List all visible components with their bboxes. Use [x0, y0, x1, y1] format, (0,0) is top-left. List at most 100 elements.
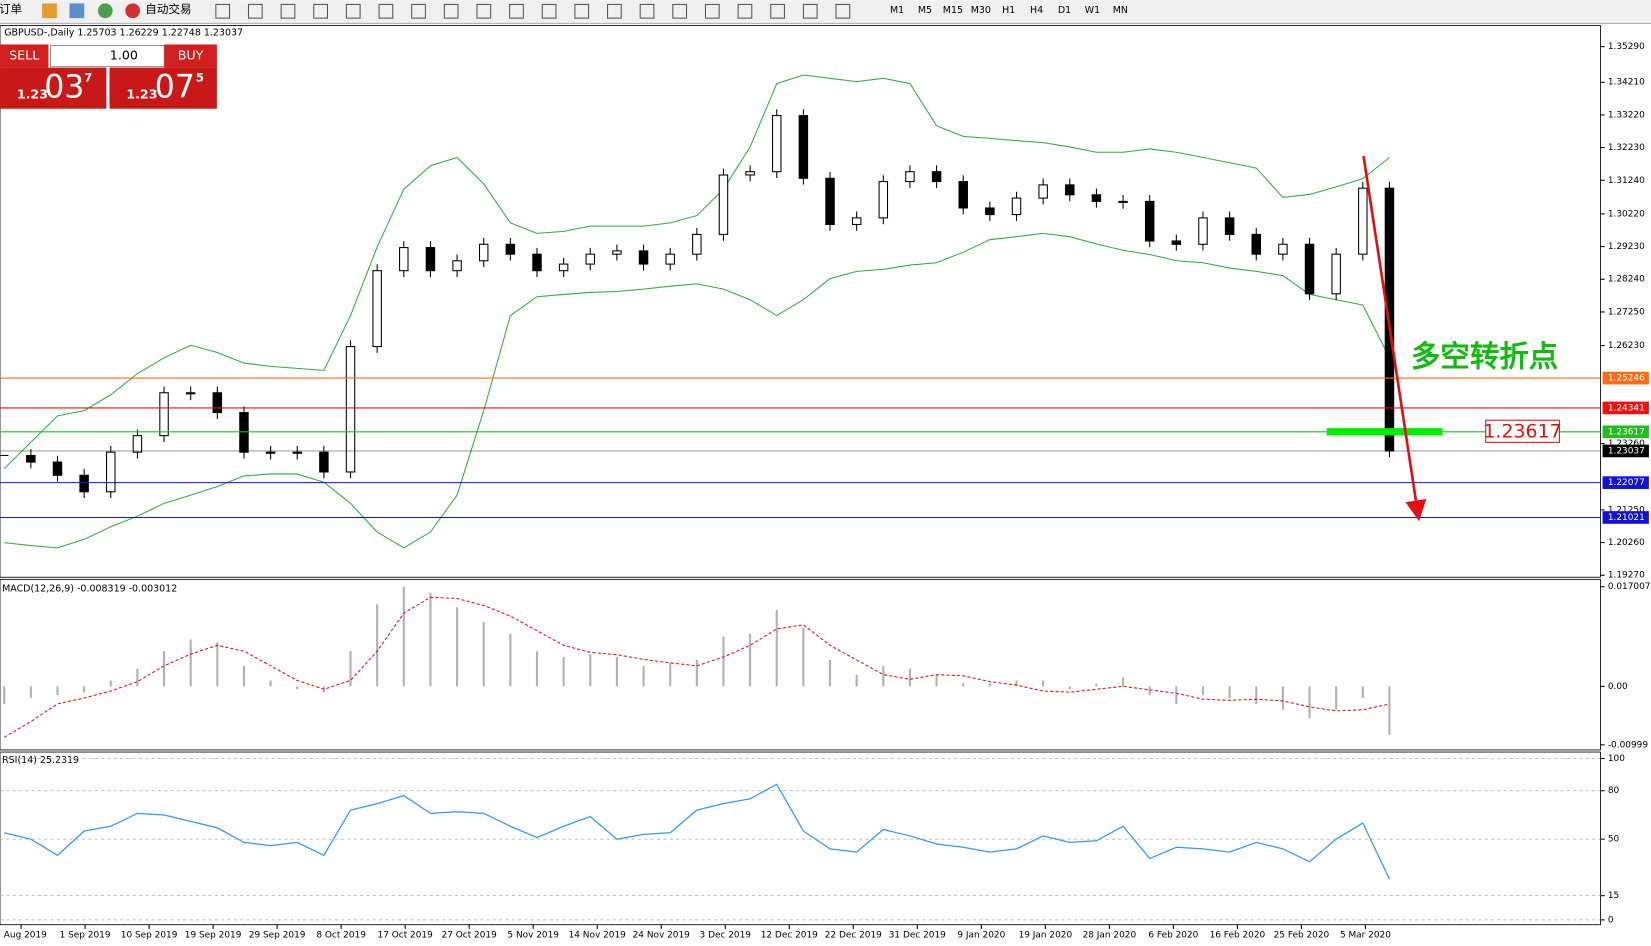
tool-icon[interactable] — [476, 3, 492, 19]
lower-band — [4, 232, 1390, 549]
candle — [345, 346, 356, 473]
macd-bar — [669, 662, 672, 687]
new-order-button[interactable]: 新订单 — [0, 2, 22, 16]
tool-icon[interactable] — [378, 3, 394, 19]
tool-icon[interactable] — [345, 3, 361, 19]
level-tag — [1602, 371, 1649, 385]
tool-icon[interactable] — [280, 3, 296, 19]
tool-icon[interactable] — [215, 3, 231, 19]
tool-icon[interactable] — [639, 3, 655, 19]
macd-bar — [429, 592, 432, 687]
macd-panel — [0, 578, 1601, 751]
timeframe-button[interactable]: H1 — [1002, 5, 1015, 16]
timeframe-button[interactable]: D1 — [1058, 5, 1071, 16]
drawing-tools — [215, 3, 851, 19]
level-label: 1.25246 — [1608, 374, 1645, 384]
tool-icon[interactable] — [607, 3, 622, 19]
macd-bar — [1281, 686, 1284, 710]
macd-bar — [1095, 683, 1098, 687]
macd-bar — [775, 610, 778, 687]
macd-bar — [456, 607, 459, 687]
icon[interactable] — [42, 3, 57, 19]
icon[interactable] — [125, 3, 141, 19]
tool-icon[interactable] — [509, 3, 524, 19]
candle — [265, 451, 276, 454]
candle — [745, 171, 755, 176]
candle — [985, 207, 995, 216]
timeframe-button[interactable]: MN — [1113, 5, 1128, 16]
macd-bar — [29, 686, 32, 699]
x-tick-label: 6 Feb 2020 — [1148, 931, 1198, 941]
buy-label[interactable]: BUY — [178, 48, 204, 63]
upper-band — [3, 74, 1390, 470]
buy-button[interactable] — [164, 44, 217, 68]
lots-field[interactable] — [50, 44, 165, 68]
candle — [585, 253, 596, 265]
candle — [825, 177, 835, 226]
x-tick-label: 3 Dec 2019 — [700, 931, 752, 941]
timeframe-button[interactable]: M1 — [890, 5, 904, 16]
macd-bar — [642, 665, 645, 687]
sell-button[interactable] — [0, 44, 49, 68]
level-box-label: 1.23617 — [1483, 420, 1561, 442]
candle — [558, 263, 569, 272]
y-tick-label: 1.21250 — [1608, 505, 1645, 515]
y-tick-label: 1.19270 — [1608, 571, 1645, 581]
tool-icon[interactable] — [313, 3, 328, 19]
tool-icon[interactable] — [835, 3, 851, 19]
x-tick-label: 22 Dec 2019 — [825, 931, 882, 941]
tool-icon[interactable] — [411, 3, 426, 19]
macd-bar — [136, 668, 139, 687]
timeframe-button[interactable]: M15 — [943, 5, 963, 16]
timeframe-button[interactable]: M30 — [971, 5, 991, 16]
macd-bar — [1175, 686, 1178, 704]
level-box — [1485, 419, 1560, 443]
icon[interactable] — [97, 3, 113, 19]
macd-bar — [562, 657, 565, 687]
sell-label[interactable]: SELL — [9, 48, 39, 63]
macd-bar — [1122, 677, 1125, 687]
y-tick-label: 1.20260 — [1608, 538, 1645, 548]
auto-trading-button[interactable]: 自动交易 — [145, 2, 191, 16]
level-tag — [1602, 444, 1649, 458]
icon[interactable] — [69, 3, 85, 19]
candle — [1358, 187, 1368, 255]
macd-bar — [1388, 686, 1391, 736]
candle — [1065, 184, 1075, 196]
tool-icon[interactable] — [672, 3, 688, 19]
macd-bar — [376, 604, 379, 687]
bid-box[interactable] — [0, 67, 107, 109]
timeframe-button[interactable]: M5 — [918, 5, 932, 16]
y-tick-label: 1.26230 — [1608, 341, 1645, 351]
timeframe-button[interactable]: W1 — [1085, 5, 1100, 16]
macd-bar — [402, 586, 405, 687]
tool-icon[interactable] — [443, 3, 459, 19]
tool-icon[interactable] — [574, 3, 590, 19]
macd-bar — [589, 654, 592, 687]
timeframe-button[interactable]: H4 — [1030, 5, 1043, 16]
y-tick-label: 0 — [1608, 915, 1614, 925]
tool-icon[interactable] — [737, 3, 753, 19]
tool-icon[interactable] — [247, 3, 263, 19]
tool-icon[interactable] — [770, 3, 785, 19]
tool-icon[interactable] — [802, 3, 818, 19]
macd-bar — [962, 683, 965, 687]
candle — [931, 171, 942, 183]
x-tick-label: 14 Nov 2019 — [569, 931, 627, 941]
candle — [26, 454, 36, 463]
macd-bar — [216, 642, 219, 687]
tool-icon[interactable] — [541, 3, 557, 19]
macd-bar — [1335, 686, 1338, 710]
y-tick-label: 0.00 — [1608, 682, 1628, 692]
candle — [878, 181, 889, 219]
ask-box[interactable] — [109, 67, 217, 109]
candle — [452, 260, 462, 272]
macd-title: MACD(12,26,9) -0.008319 -0.003012 — [2, 583, 177, 594]
x-tick-label: 12 Dec 2019 — [761, 931, 818, 941]
level-tag — [1602, 476, 1649, 489]
lots-value[interactable]: 1.00 — [110, 48, 138, 63]
y-tick-label: 0.017007 — [1608, 582, 1651, 592]
level-label: 1.23617 — [1608, 427, 1645, 437]
macd-bar — [615, 657, 618, 687]
tool-icon[interactable] — [704, 3, 720, 19]
